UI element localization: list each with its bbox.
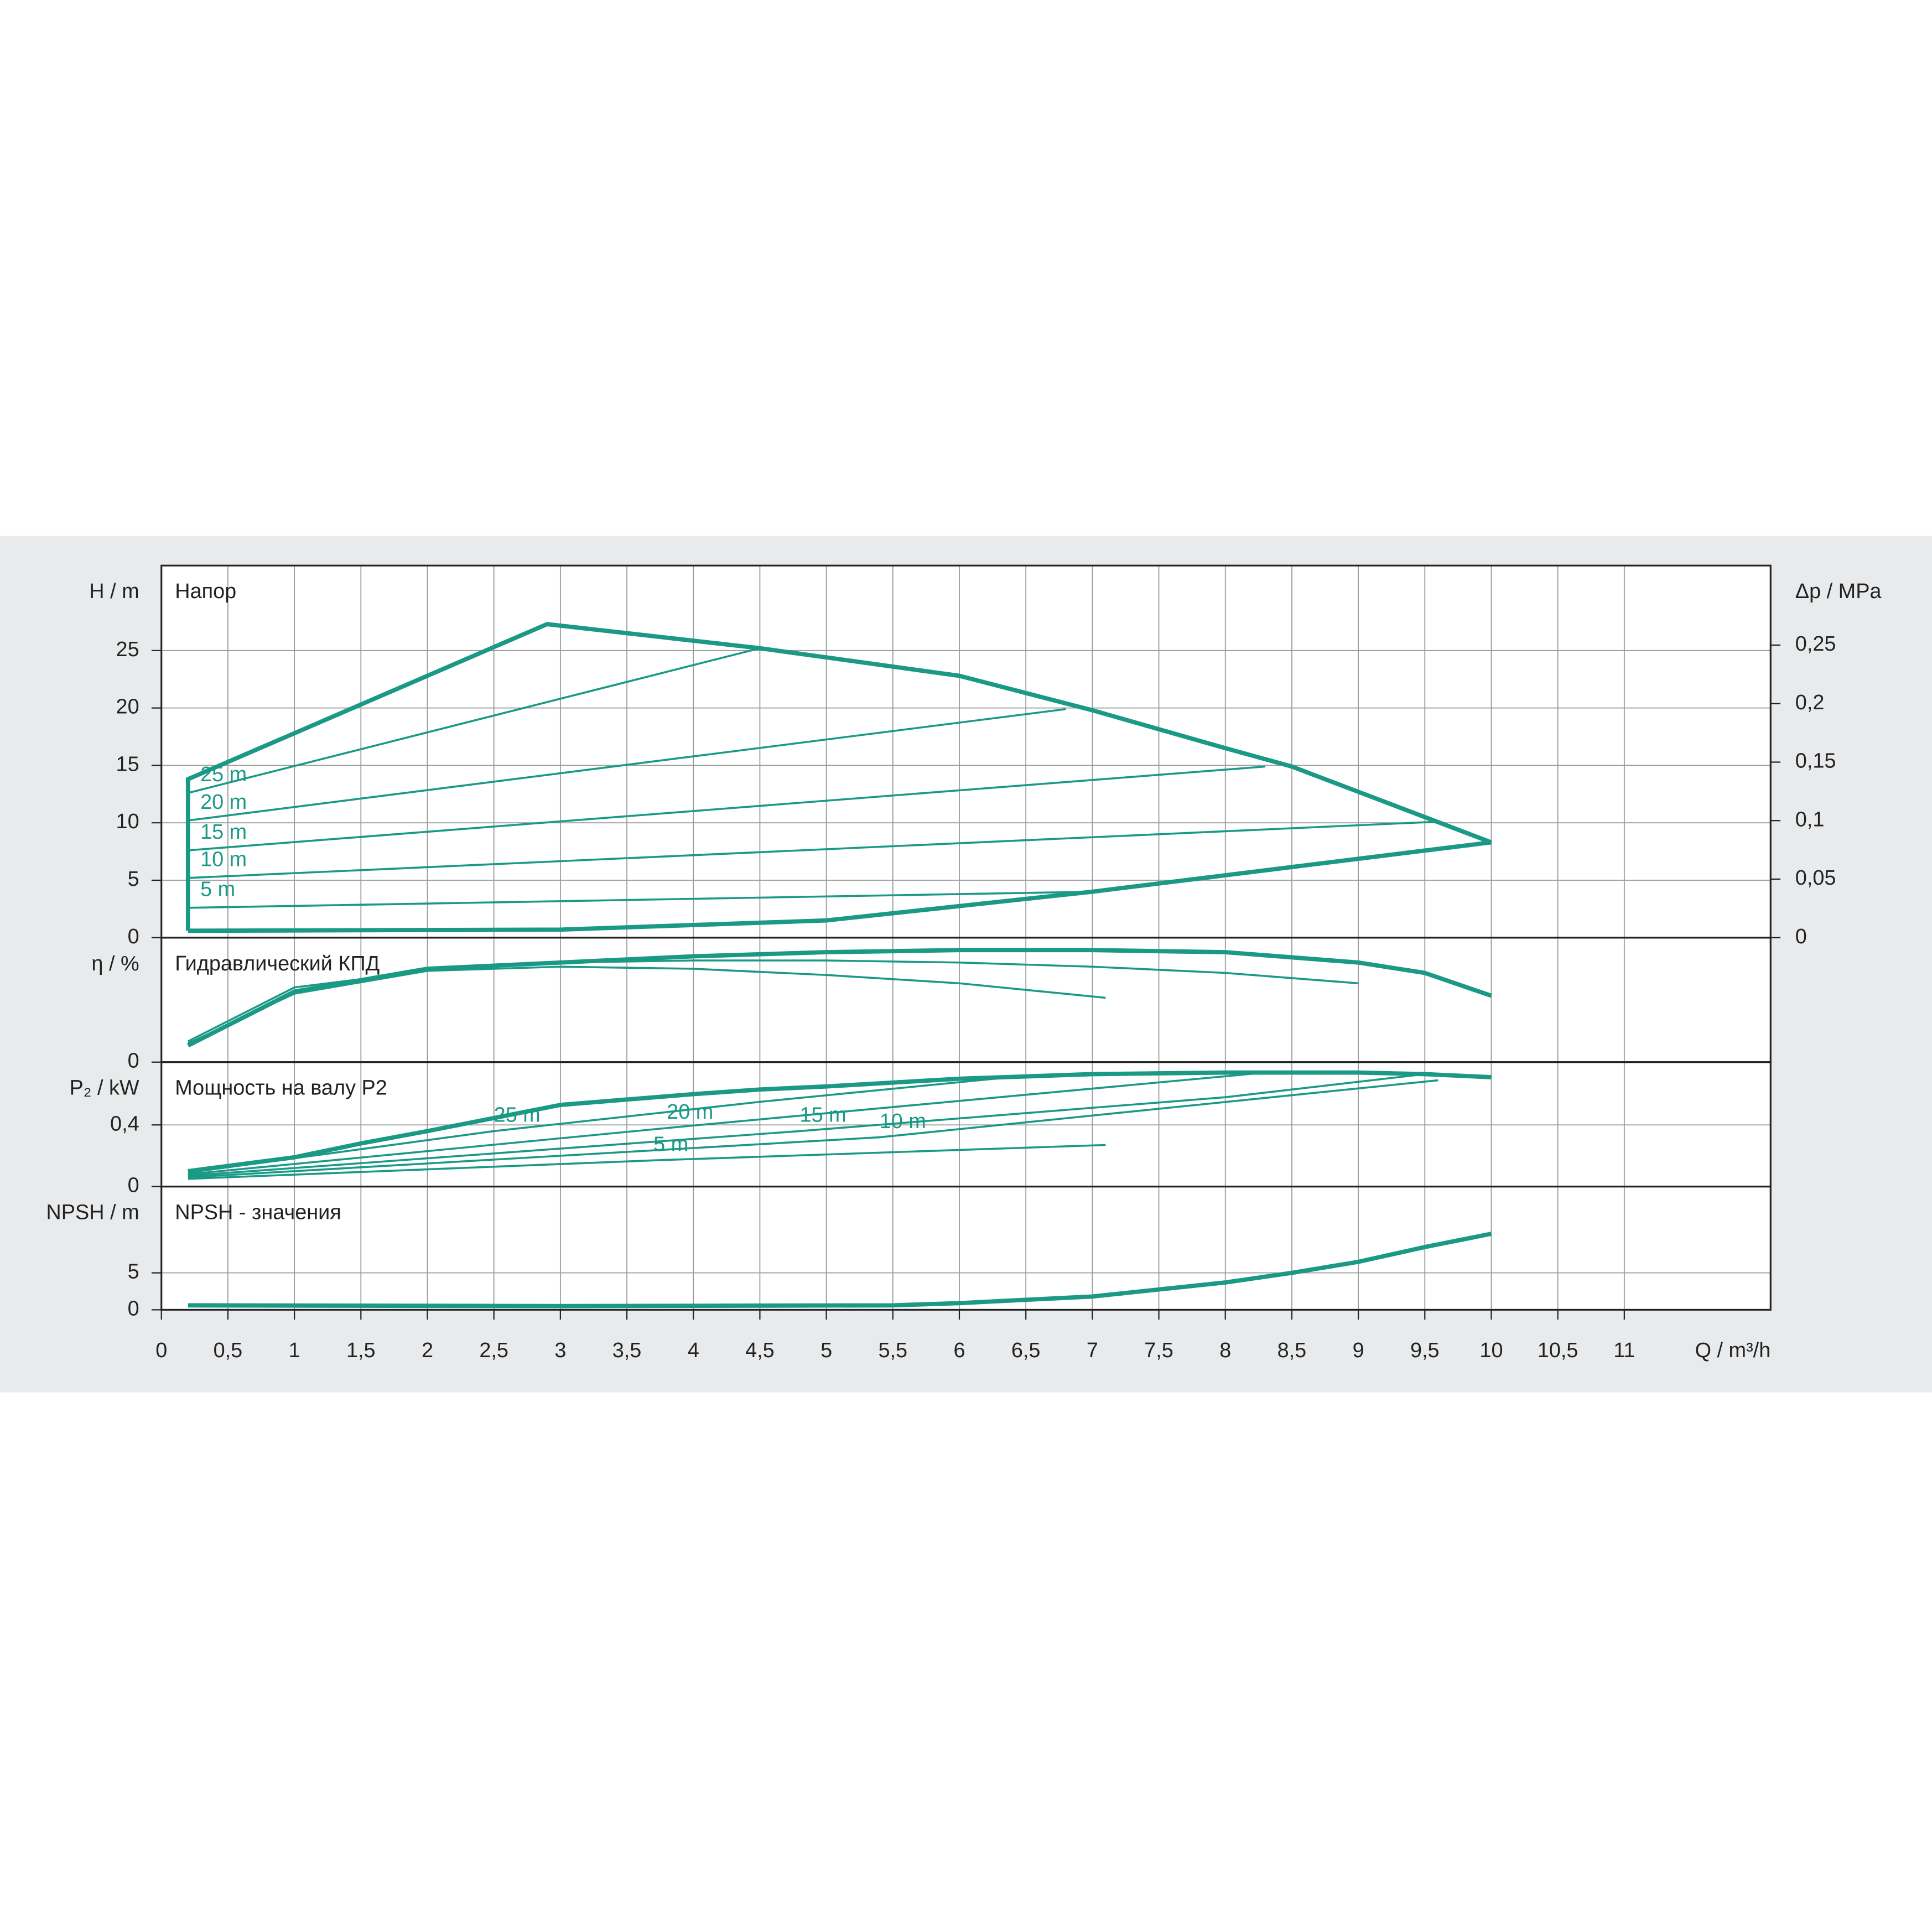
curve (188, 820, 1438, 879)
curve (188, 647, 760, 794)
curve (188, 840, 1492, 933)
y-tick-label: 10 (116, 810, 139, 833)
x-tick-label: 2,5 (479, 1339, 508, 1362)
y-axis-label: P₂ / kW (70, 1077, 139, 1100)
curve-label: 15 m (200, 820, 247, 844)
x-tick-label: 10 (1479, 1339, 1503, 1362)
curve (188, 965, 1106, 1042)
y-tick-label: 25 (116, 638, 139, 661)
y-tick-label: 0 (128, 1297, 139, 1320)
x-tick-label: 2 (422, 1339, 433, 1362)
panel-title: Гидравлический КПД (175, 952, 380, 975)
curve-label: 10 m (200, 848, 247, 871)
x-tick-label: 5,5 (878, 1339, 907, 1362)
x-tick-label: 0 (155, 1339, 167, 1362)
y2-tick-label: 0 (1795, 925, 1807, 948)
curve-label: 5 m (653, 1133, 688, 1156)
panel-frame (160, 1186, 1772, 1311)
x-tick-label: 9,5 (1410, 1339, 1440, 1362)
y2-tick-label: 0,05 (1795, 866, 1836, 890)
y2-tick-label: 0,2 (1795, 691, 1825, 714)
x-tick-label: 11 (1613, 1339, 1635, 1362)
y2-tick-label: 0,15 (1795, 750, 1836, 773)
x-tick-label: 7 (1087, 1339, 1098, 1362)
curve (188, 765, 1265, 851)
curve-label: 10 m (880, 1110, 926, 1133)
curve-label: 20 m (667, 1100, 713, 1124)
y-tick-label: 0 (128, 1174, 139, 1197)
y-tick-label: 15 (116, 752, 139, 776)
curve (188, 1070, 1492, 1173)
y-axis-label: H / m (89, 580, 139, 603)
panel-title: NPSH - значения (175, 1201, 341, 1224)
x-axis-label: Q / m³/h (1695, 1339, 1771, 1362)
curve (188, 1071, 1266, 1176)
x-tick-label: 3 (554, 1339, 566, 1362)
panel-title: Мощность на валу P2 (175, 1077, 387, 1100)
curve (188, 708, 1066, 822)
x-tick-label: 0,5 (214, 1339, 243, 1362)
panel-title: Напор (175, 580, 236, 603)
curve-label: 25 m (494, 1104, 541, 1127)
y-tick-label: 5 (128, 868, 139, 891)
curve (188, 1144, 1106, 1180)
y2-axis-label: Δp / MPa (1795, 580, 1882, 603)
curve (188, 959, 1359, 1045)
x-tick-label: 9 (1353, 1339, 1364, 1362)
y-axis-label: NPSH / m (46, 1201, 139, 1224)
x-tick-label: 6,5 (1011, 1339, 1041, 1362)
x-tick-label: 6 (953, 1339, 965, 1362)
curve (185, 622, 1492, 931)
x-tick-label: 1,5 (346, 1339, 376, 1362)
x-tick-label: 3,5 (612, 1339, 642, 1362)
x-tick-label: 8 (1219, 1339, 1231, 1362)
y2-tick-label: 0,25 (1795, 632, 1836, 656)
y-tick-label: 5 (128, 1260, 139, 1284)
y-tick-label: 20 (116, 695, 139, 719)
x-tick-label: 1 (289, 1339, 300, 1362)
curve (188, 1079, 1438, 1178)
y2-tick-label: 0,1 (1795, 808, 1825, 831)
curve-label: 20 m (200, 791, 247, 814)
curve-label: 5 m (200, 878, 235, 901)
curve (188, 1074, 1026, 1174)
x-tick-label: 7,5 (1144, 1339, 1173, 1362)
curve (187, 948, 1492, 1048)
x-tick-label: 8,5 (1277, 1339, 1307, 1362)
x-tick-label: 5 (820, 1339, 832, 1362)
y-axis-label: η / % (91, 952, 139, 975)
x-tick-label: 4 (688, 1339, 699, 1362)
curve-label: 15 m (800, 1104, 846, 1127)
curve (188, 1232, 1492, 1308)
y-tick-label: 0 (128, 1050, 139, 1073)
x-tick-label: 10,5 (1538, 1339, 1578, 1362)
curve (188, 1073, 1425, 1177)
curve (188, 890, 1093, 909)
curve-label: 25 m (200, 763, 247, 786)
y-tick-label: 0,4 (110, 1112, 139, 1135)
y-tick-label: 0 (128, 925, 139, 948)
x-tick-label: 4,5 (745, 1339, 775, 1362)
